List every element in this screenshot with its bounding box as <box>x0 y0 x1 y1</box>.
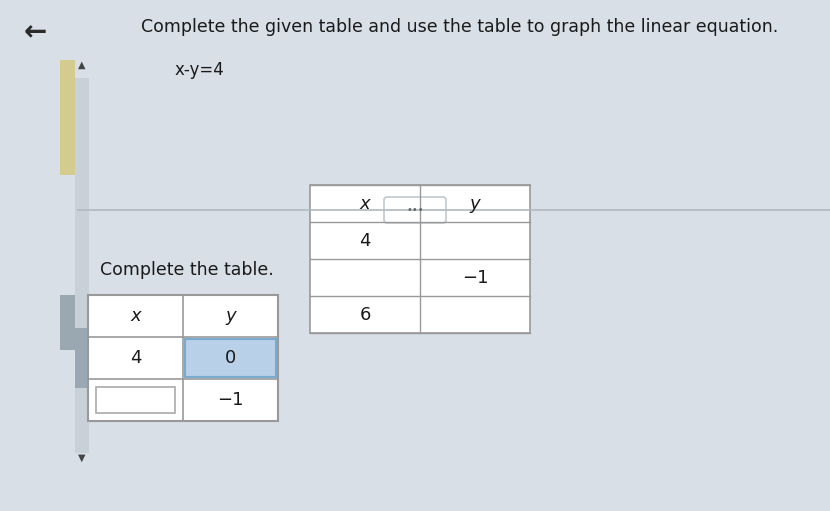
Bar <box>88 295 278 421</box>
Bar <box>60 60 75 175</box>
FancyBboxPatch shape <box>384 197 446 223</box>
Text: 4: 4 <box>359 231 371 249</box>
Bar <box>75 78 89 453</box>
Text: ←: ← <box>23 18 46 46</box>
Text: 0: 0 <box>225 349 236 367</box>
Bar <box>75 328 89 388</box>
Bar <box>60 295 75 350</box>
Text: ▼: ▼ <box>78 453 85 463</box>
Text: •••: ••• <box>406 205 424 215</box>
Text: 6: 6 <box>359 306 371 323</box>
Text: −1: −1 <box>461 268 488 287</box>
Text: x: x <box>130 307 141 325</box>
Text: ▲: ▲ <box>78 60 85 70</box>
Bar <box>96 387 175 413</box>
Text: y: y <box>470 195 481 213</box>
Text: 4: 4 <box>129 349 141 367</box>
Text: y: y <box>225 307 236 325</box>
Text: x: x <box>359 195 370 213</box>
Text: Complete the given table and use the table to graph the linear equation.: Complete the given table and use the tab… <box>141 18 779 36</box>
Text: x-y=4: x-y=4 <box>175 61 225 79</box>
FancyBboxPatch shape <box>185 339 276 377</box>
Text: Complete the table.: Complete the table. <box>100 261 274 279</box>
Bar <box>310 185 530 333</box>
Text: −1: −1 <box>217 391 244 409</box>
